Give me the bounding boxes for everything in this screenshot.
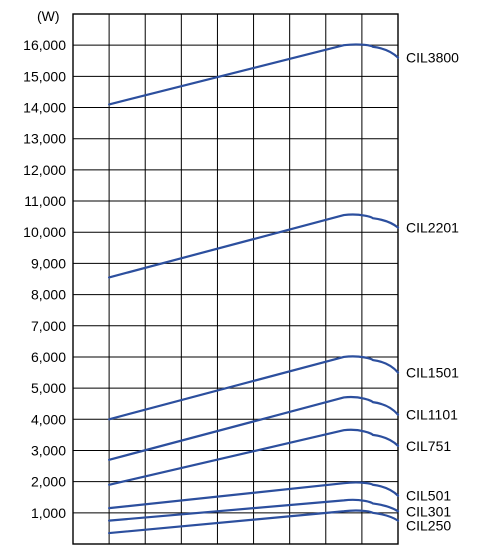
y-tick-label: 15,000 — [23, 68, 66, 84]
y-tick-label: 8,000 — [31, 287, 66, 303]
y-tick-label: 4,000 — [31, 411, 66, 427]
y-tick-label: 5,000 — [31, 380, 66, 396]
series-line — [108, 395, 400, 461]
series-line — [108, 428, 400, 486]
series-label: CIL1501 — [406, 365, 459, 381]
series-labels: CIL3800 CIL2201 CIL1501 CIL1101 CIL751 CIL501… — [406, 50, 459, 534]
series-label: CIL250 — [406, 517, 451, 533]
y-tick-label: 12,000 — [23, 162, 66, 178]
y-tick-label: 13,000 — [23, 131, 66, 147]
y-axis-ticks: 1,000 2,000 3,000 4,000 5,000 6,000 7,000 8,000… — [23, 37, 66, 521]
series-line — [108, 43, 400, 106]
series-line — [108, 213, 400, 279]
y-tick-label: 10,000 — [23, 224, 66, 240]
series-line — [108, 498, 400, 522]
series-label: CIL1101 — [406, 407, 458, 423]
series-line — [108, 355, 400, 421]
y-tick-label: 6,000 — [31, 349, 66, 365]
y-tick-label: 2,000 — [31, 474, 66, 490]
y-tick-label: 3,000 — [31, 442, 66, 458]
y-unit-label: (W) — [37, 8, 60, 24]
y-tick-label: 7,000 — [31, 318, 66, 334]
series-label: CIL501 — [406, 488, 451, 504]
y-tick-label: 9,000 — [31, 255, 66, 271]
y-tick-label: 1,000 — [31, 505, 66, 521]
y-tick-label: 14,000 — [23, 100, 66, 116]
series-line — [108, 481, 400, 510]
series-lines — [108, 43, 400, 535]
series-label: CIL2201 — [406, 220, 459, 236]
y-tick-label: 11,000 — [24, 193, 66, 209]
plot-frame — [72, 13, 399, 545]
plot-grid — [73, 14, 398, 544]
series-label: CIL751 — [406, 438, 451, 454]
series-label: CIL301 — [406, 503, 451, 519]
series-line — [108, 509, 400, 535]
y-tick-label: 16,000 — [23, 37, 66, 53]
series-label: CIL3800 — [406, 50, 459, 66]
